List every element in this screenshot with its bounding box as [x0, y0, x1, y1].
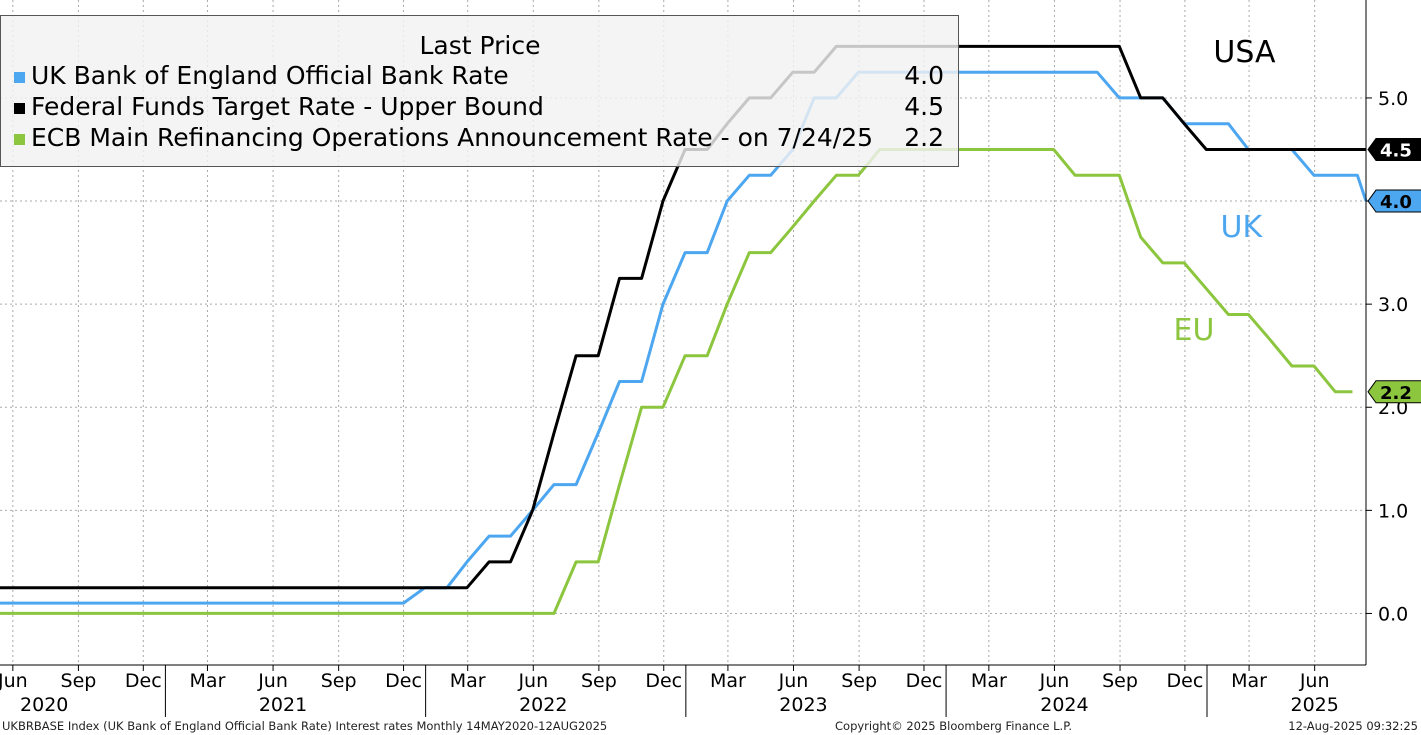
legend-swatch-0: [14, 72, 25, 83]
x-tick-label: Sep: [841, 670, 877, 692]
x-tick-label: Mar: [710, 670, 746, 692]
x-tick-label: Mar: [190, 670, 226, 692]
x-tick-label: Dec: [1167, 670, 1204, 692]
x-tick-label: Jun: [257, 670, 288, 692]
year-label: 2020: [20, 694, 68, 716]
legend-last-price-0: 4.0: [904, 61, 944, 90]
year-label: 2024: [1040, 694, 1088, 716]
footer-timestamp: 12-Aug-2025 09:32:25: [1288, 719, 1418, 733]
legend-box: [0, 15, 959, 167]
x-tick-label: Jun: [517, 670, 548, 692]
legend-last-price-1: 4.5: [904, 92, 944, 121]
last-value-tag-label-0: 4.0: [1380, 192, 1412, 213]
last-value-tag-1: [1367, 137, 1421, 161]
x-tick-label: Sep: [581, 670, 617, 692]
last-value-tag-label-2: 2.2: [1380, 383, 1412, 404]
x-tick-label: Jun: [0, 670, 28, 692]
x-tick-label: Dec: [385, 670, 422, 692]
annotation-eu: EU: [1174, 313, 1215, 348]
y-tick-label: 1.0: [1378, 500, 1408, 522]
footer-copyright: Copyright© 2025 Bloomberg Finance L.P.: [835, 719, 1072, 733]
series-line-2: [0, 148, 1353, 615]
series-annotations: USA UK EU: [1174, 35, 1276, 348]
legend-title: Last Price: [419, 31, 540, 60]
y-tick-label: 0.0: [1378, 603, 1408, 625]
x-tick-label: Mar: [1231, 670, 1267, 692]
y-tick-label: 3.0: [1378, 294, 1408, 316]
annotation-uk: UK: [1221, 210, 1264, 245]
annotation-usa: USA: [1213, 35, 1276, 70]
last-value-tag-2: [1367, 380, 1421, 404]
x-tick-label: Jun: [778, 670, 809, 692]
legend-series-name-0: UK Bank of England Official Bank Rate: [31, 61, 509, 90]
last-value-tag-0: [1367, 189, 1421, 213]
year-label: 2023: [779, 694, 827, 716]
legend-last-price-2: 2.2: [904, 123, 944, 152]
footer-source: UKBRBASE Index (UK Bank of England Offic…: [2, 719, 607, 733]
year-label: 2022: [519, 694, 567, 716]
year-label: 2021: [259, 694, 307, 716]
year-label: 2025: [1290, 694, 1338, 716]
x-tick-label: Jun: [1299, 670, 1330, 692]
x-tick-label: Dec: [125, 670, 162, 692]
x-tick-label: Dec: [645, 670, 682, 692]
x-tick-label: Sep: [1102, 670, 1138, 692]
x-tick-label: Mar: [450, 670, 486, 692]
legend-series-name-2: ECB Main Refinancing Operations Announce…: [31, 123, 873, 152]
series-line-0: [0, 70, 1368, 605]
x-tick-label: Dec: [906, 670, 943, 692]
x-tick-label: Jun: [1039, 670, 1070, 692]
axes: 0.01.02.03.04.05.0JunSepDecMarJunSepDecM…: [0, 0, 1421, 717]
y-tick-label: 5.0: [1378, 88, 1408, 110]
footer: UKBRBASE Index (UK Bank of England Offic…: [2, 719, 1418, 733]
x-tick-label: Sep: [61, 670, 97, 692]
legend-swatch-1: [14, 103, 25, 114]
x-tick-label: Mar: [971, 670, 1007, 692]
last-value-tag-label-1: 4.5: [1380, 140, 1412, 161]
legend-series-name-1: Federal Funds Target Rate - Upper Bound: [31, 92, 544, 121]
x-tick-label: Sep: [321, 670, 357, 692]
legend-swatch-2: [14, 134, 25, 145]
